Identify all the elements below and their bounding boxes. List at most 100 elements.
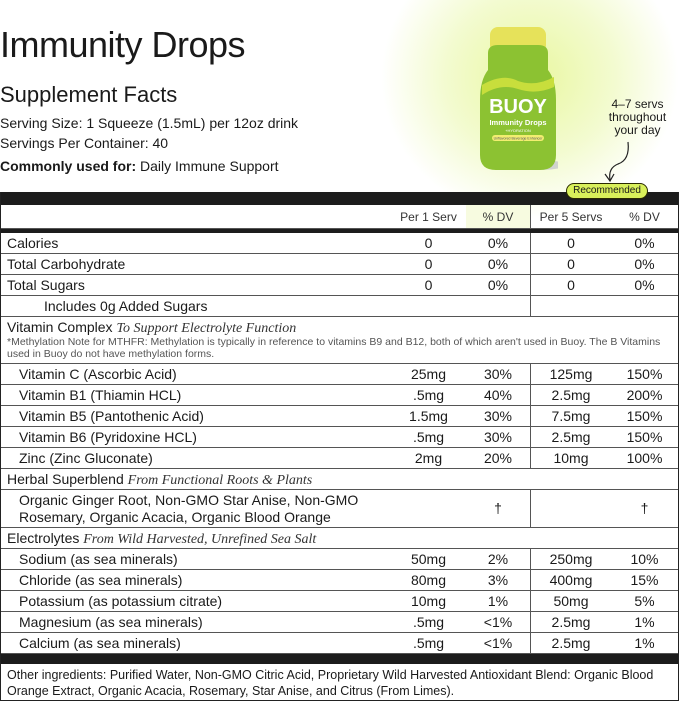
product-bottle-image: BUOY Immunity Drops +HYDRATION Unflavore…	[480, 27, 558, 170]
nutrient-name: Total Sugars	[7, 277, 85, 293]
dv-per-5: 0%	[634, 256, 655, 272]
nutrient-name: Sodium (as sea minerals)	[19, 551, 178, 567]
svg-text:BUOY: BUOY	[489, 96, 547, 118]
dv-per-5: 150%	[626, 408, 663, 424]
dv-per-5: 10%	[630, 551, 659, 567]
supplement-facts-table: Per 1 Serv % DV Per 5 Servs % DV Calorie…	[0, 192, 679, 701]
amount-per-5: 10mg	[530, 448, 611, 468]
dv-per-1: 0%	[487, 256, 509, 272]
bottom-divider	[1, 654, 678, 664]
amount-per-5: 7.5mg	[530, 406, 611, 426]
table-row: Vitamin B5 (Pantothenic Acid) 1.5mg 30% 7.5…	[1, 406, 678, 427]
dv-per-5: 1%	[634, 635, 655, 651]
amount-per-1: 50mg	[410, 551, 447, 567]
amount-per-1: 25mg	[410, 366, 447, 382]
amount-per-5: 2.5mg	[530, 427, 611, 447]
header-per-5-servs: Per 5 Servs	[530, 205, 611, 228]
top-divider	[1, 192, 678, 205]
dv-per-5: 5%	[634, 593, 655, 609]
amount-per-1: 0	[424, 235, 433, 251]
commonly-used: Commonly used for: Daily Immune Support	[0, 158, 279, 174]
methylation-note: *Methylation Note for MTHFR: Methylation…	[1, 336, 678, 364]
table-row: Magnesium (as sea minerals) .5mg <1% 2.5mg 1…	[1, 612, 678, 633]
herbal-superblend-heading: Herbal Superblend From Functional Roots …	[1, 469, 678, 490]
dv-per-5: 0%	[634, 235, 655, 251]
table-row: Sodium (as sea minerals) 50mg 2% 250mg 10%	[1, 549, 678, 570]
amount-per-5: 0	[530, 254, 611, 274]
supplement-facts-heading: Supplement Facts	[0, 82, 178, 107]
table-row: Vitamin B6 (Pyridoxine HCL) .5mg 30% 2.5mg 1…	[1, 427, 678, 448]
dv-per-1: 30%	[483, 408, 513, 424]
amount-per-1: 80mg	[410, 572, 447, 588]
dv-per-5: 0%	[634, 277, 655, 293]
table-header: Per 1 Serv % DV Per 5 Servs % DV	[1, 205, 678, 229]
dv-per-5: 150%	[626, 429, 663, 445]
dv-per-5: 1%	[634, 614, 655, 630]
dv-per-1: 40%	[483, 387, 513, 403]
dv-per-1: 30%	[483, 366, 513, 382]
header-divider	[1, 229, 678, 233]
header-per-1-serv: Per 1 Serv	[400, 210, 457, 224]
table-row: Calories 0 0% 0 0%	[1, 233, 678, 254]
header-dv-5: % DV	[629, 210, 660, 224]
added-sugars-row: Includes 0g Added Sugars	[1, 296, 678, 317]
amount-per-5: 2.5mg	[530, 633, 611, 653]
table-row: Vitamin B1 (Thiamin HCL) .5mg 40% 2.5mg 200%	[1, 385, 678, 406]
curved-arrow-icon	[604, 141, 629, 183]
amount-per-1: .5mg	[412, 429, 445, 445]
serving-size: Serving Size: 1 Squeeze (1.5mL) per 12oz…	[0, 115, 299, 131]
page-title: Immunity Drops	[0, 24, 246, 65]
dv-per-5: 100%	[626, 450, 663, 466]
amount-per-5: 2.5mg	[530, 612, 611, 632]
dv-per-1: 0%	[487, 235, 509, 251]
table-row: Total Carbohydrate 0 0% 0 0%	[1, 254, 678, 275]
amount-per-1: 0	[424, 256, 433, 272]
amount-per-5: 0	[530, 233, 611, 253]
nutrient-name: Chloride (as sea minerals)	[19, 572, 183, 588]
amount-per-5: 2.5mg	[530, 385, 611, 405]
dv-per-1: 2%	[487, 551, 509, 567]
svg-text:+HYDRATION: +HYDRATION	[505, 128, 531, 133]
amount-per-1: 1.5mg	[409, 408, 448, 424]
other-ingredients: Other ingredients: Purified Water, Non-G…	[1, 664, 678, 701]
dv-per-1: 30%	[483, 429, 513, 445]
nutrient-name: Zinc (Zinc Gluconate)	[19, 450, 153, 466]
svg-text:Unflavored Beverage Enhancer: Unflavored Beverage Enhancer	[494, 137, 544, 141]
nutrient-name: Total Carbohydrate	[7, 256, 126, 272]
amount-per-5: 0	[530, 275, 611, 295]
dv-per-1: <1%	[483, 635, 513, 651]
amount-per-1: .5mg	[412, 614, 445, 630]
dv-per-1: 1%	[487, 593, 509, 609]
herbal-row: Organic Ginger Root, Non-GMO Star Anise,…	[1, 490, 678, 528]
dv-per-5: 200%	[626, 387, 663, 403]
amount-per-1: .5mg	[412, 387, 445, 403]
table-row: Zinc (Zinc Gluconate) 2mg 20% 10mg 100%	[1, 448, 678, 469]
dv-per-5: 150%	[626, 366, 663, 382]
servings-per-container: Servings Per Container: 40	[0, 135, 169, 151]
table-row: Calcium (as sea minerals) .5mg <1% 2.5mg 1%	[1, 633, 678, 654]
amount-per-1: .5mg	[412, 635, 445, 651]
amount-per-5: 400mg	[530, 570, 611, 590]
nutrient-name: Vitamin B1 (Thiamin HCL)	[19, 387, 182, 403]
dv-per-5: 15%	[630, 572, 659, 588]
dv-per-1: <1%	[483, 614, 513, 630]
dv-per-1: 3%	[487, 572, 509, 588]
table-row: Total Sugars 0 0% 0 0%	[1, 275, 678, 296]
amount-per-1: 10mg	[410, 593, 447, 609]
amount-per-5: 250mg	[530, 549, 611, 569]
dv-per-1: 0%	[487, 277, 509, 293]
vitamin-complex-heading: Vitamin Complex To Support Electrolyte F…	[7, 319, 297, 336]
nutrient-name: Vitamin C (Ascorbic Acid)	[19, 366, 177, 382]
recommended-badge: Recommended	[566, 183, 648, 199]
nutrient-name: Potassium (as potassium citrate)	[19, 593, 223, 609]
amount-per-1: 0	[424, 277, 433, 293]
header-dv-1: % DV	[466, 205, 530, 228]
nutrient-name: Magnesium (as sea minerals)	[19, 614, 203, 630]
serving-note: 4–7 servs throughout your day	[608, 97, 667, 137]
nutrient-name: Vitamin B5 (Pantothenic Acid)	[19, 408, 204, 424]
table-row: Potassium (as potassium citrate) 10mg 1% 50…	[1, 591, 678, 612]
amount-per-5: 50mg	[530, 591, 611, 611]
amount-per-5: 125mg	[530, 364, 611, 384]
dv-per-1: 20%	[483, 450, 513, 466]
svg-text:Immunity Drops: Immunity Drops	[489, 118, 546, 127]
